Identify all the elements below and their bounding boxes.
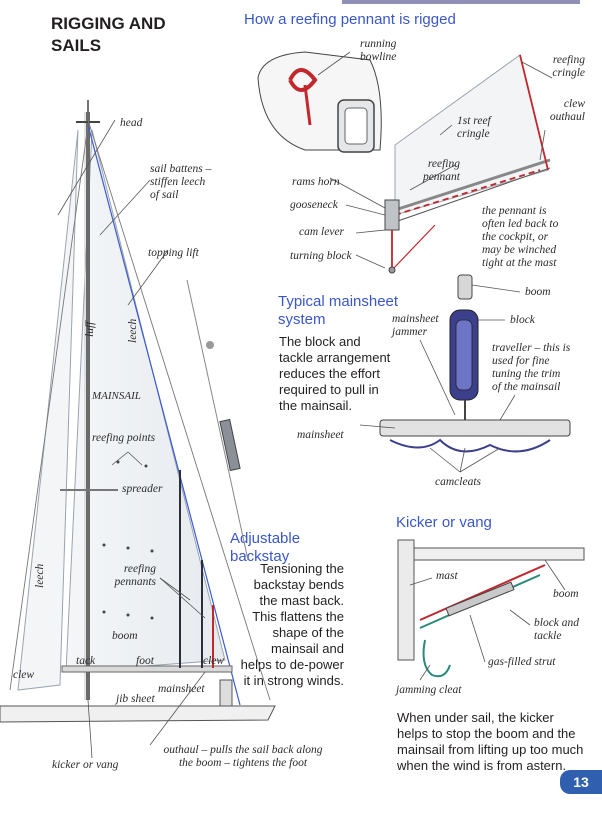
label-spreader: spreader: [122, 483, 163, 495]
label-reefing-cringle: reefing cringle: [552, 54, 585, 79]
jib-shape: [17, 129, 79, 691]
label-leech-jib: leech: [34, 563, 46, 588]
mainsheet-drawing: [379, 274, 571, 453]
label-boom: boom: [112, 630, 138, 642]
mainsheet-pointer-lines: [359, 284, 521, 473]
topping-lift-line: [87, 124, 241, 706]
reef-point-dots: [102, 460, 154, 620]
label-clew-outhaul: clew outhaul: [549, 98, 585, 123]
label-boom-kicker: boom: [553, 588, 579, 600]
reefing-pointer-lines: [317, 51, 553, 269]
main-boom: [61, 665, 233, 673]
label-tack: tack: [76, 655, 96, 667]
label-running-bowline: running bowline: [360, 38, 397, 63]
label-turning-block: turning block: [290, 250, 352, 262]
backstay-heading: Adjustable backstay: [230, 530, 301, 565]
label-reefing-pennant: reefing pennant: [422, 158, 460, 183]
backstay-line: [87, 119, 271, 701]
kicker-heading: Kicker or vang: [396, 514, 492, 531]
kicker-text: When under sail, the kicker helps to sto…: [397, 710, 584, 773]
label-mainsail: MAINSAIL: [92, 390, 141, 402]
page-title: RIGGING AND SAILS: [51, 14, 166, 55]
mainsheet-text: The block and tackle arrangement reduces…: [279, 334, 391, 413]
forestay-line: [9, 124, 89, 691]
kicker-pointer-lines: [409, 559, 566, 681]
label-pennant-note: the pennant is often led back to the coc…: [482, 205, 559, 269]
label-gas-strut: gas-filled strut: [488, 656, 556, 668]
label-jib-sheet: jib sheet: [116, 693, 155, 705]
label-topping-lift: topping lift: [148, 247, 199, 259]
label-kicker-vang: kicker or vang: [52, 759, 119, 771]
label-mast: mast: [436, 570, 458, 582]
kicker-drawing: [397, 539, 585, 678]
label-head: head: [120, 117, 143, 129]
label-luff: luff: [84, 321, 96, 337]
label-clew-main: clew: [203, 655, 225, 667]
label-clew-jib: clew: [13, 669, 35, 681]
label-block-tackle: block and tackle: [534, 617, 580, 642]
reefing-heading: How a reefing pennant is rigged: [244, 11, 456, 28]
label-mainsheet-system: mainsheet: [297, 429, 344, 441]
label-boom-mainsheet: boom: [525, 286, 551, 298]
label-jamming-cleat: jamming cleat: [396, 684, 462, 696]
label-gooseneck: gooseneck: [290, 199, 338, 211]
backstay-text: Tensioning the backstay bends the mast b…: [240, 561, 344, 688]
label-first-reef-cringle: 1st reef cringle: [457, 115, 491, 140]
label-mainsheet: mainsheet: [158, 683, 205, 695]
label-reefing-pennants: reefing pennants: [114, 563, 156, 588]
label-rams-horn: rams horn: [292, 176, 340, 188]
header-bar: [342, 0, 580, 4]
label-sail-battens: sail battens – stiffen leech of sail: [150, 163, 212, 201]
label-camcleats: camcleats: [435, 476, 481, 488]
label-cam-lever: cam lever: [299, 226, 345, 238]
label-reefing-points: reefing points: [92, 432, 156, 444]
reefing-detail-drawing: [257, 51, 551, 274]
label-foot: foot: [136, 655, 154, 667]
label-leech-main: leech: [127, 318, 139, 343]
mainsheet-heading: Typical mainsheet system: [278, 293, 399, 328]
page-number-badge: 13: [560, 770, 602, 794]
label-traveller: traveller – this is used for fine tuning…: [492, 342, 571, 393]
hull: [0, 705, 276, 723]
label-outhaul: outhaul – pulls the sail back along the …: [163, 744, 323, 769]
label-mainsheet-jammer: mainsheet jammer: [392, 313, 439, 338]
label-block: block: [510, 314, 535, 326]
backstay-adjuster: [219, 418, 241, 472]
